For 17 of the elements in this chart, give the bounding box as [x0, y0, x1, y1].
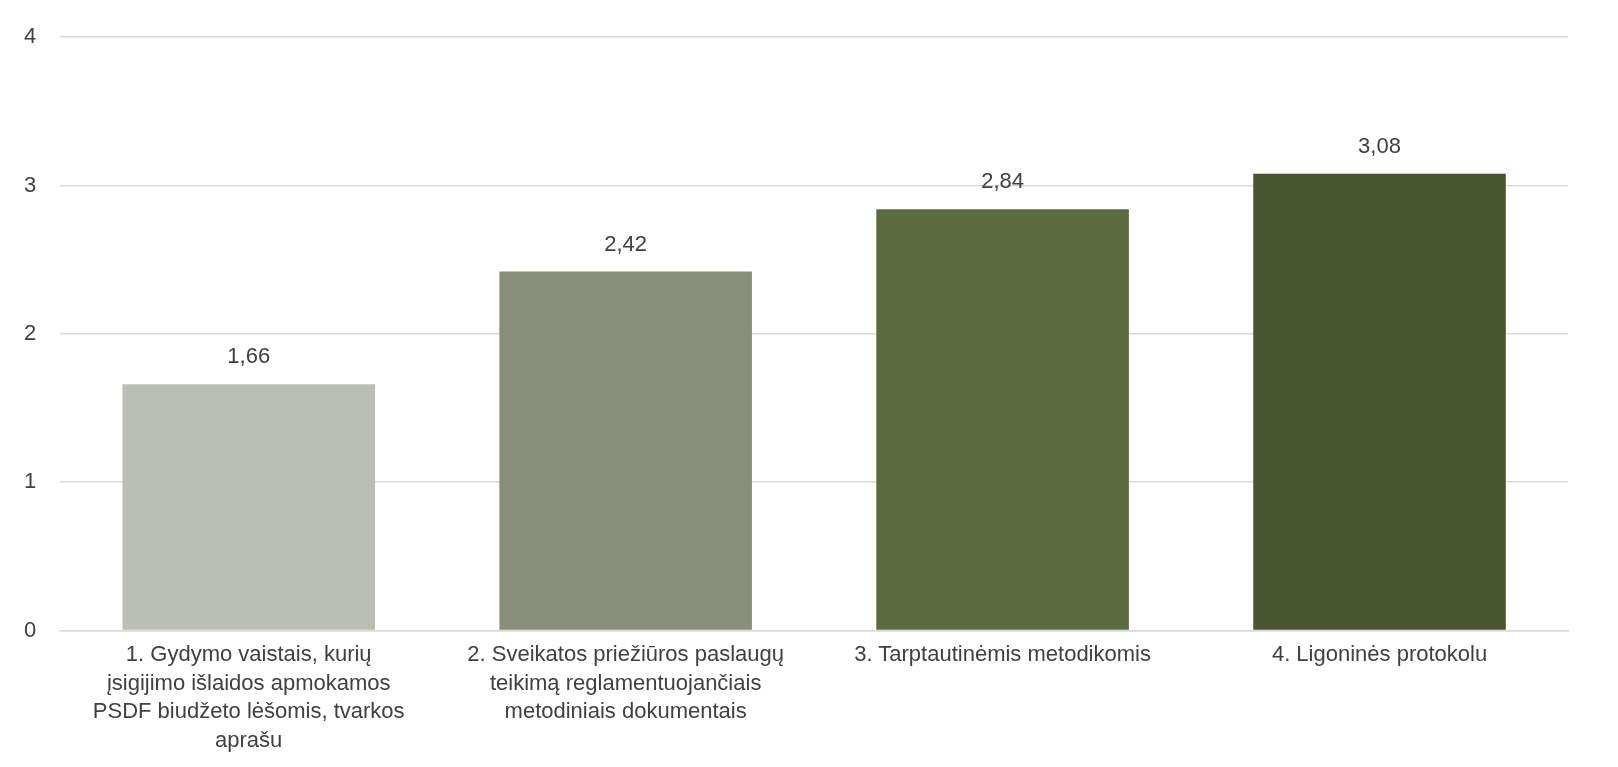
- bar: [1253, 173, 1506, 630]
- y-tick-label: 1: [23, 468, 37, 494]
- y-tick-label: 0: [23, 616, 37, 642]
- x-tick-label: 3. Tarptautinėmis metodikomis: [854, 640, 1151, 666]
- x-tick-label: 4. Ligoninės protokolu: [1271, 640, 1488, 666]
- bar: [876, 209, 1129, 630]
- data-label: 1,66: [227, 343, 271, 369]
- x-tick-label: 1. Gydymo vaistais, kurių įsigijimo išlaidos apmokamos PSDF biudžeto lėšomis, tvarkos aprašu: [92, 640, 405, 752]
- data-label: 2,42: [604, 230, 648, 256]
- x-tick-label: 2. Sveikatos priežiūros paslaugų teikimą reglamentuojančiais metodiniais dokumentais: [467, 640, 785, 724]
- y-tick-label: 4: [23, 23, 37, 49]
- y-tick-label: 2: [23, 319, 37, 345]
- data-label: 3,08: [1358, 132, 1401, 158]
- y-tick-label: 3: [23, 171, 37, 197]
- data-label: 2,84: [981, 168, 1024, 194]
- bar: [122, 384, 375, 630]
- bar: [499, 271, 752, 630]
